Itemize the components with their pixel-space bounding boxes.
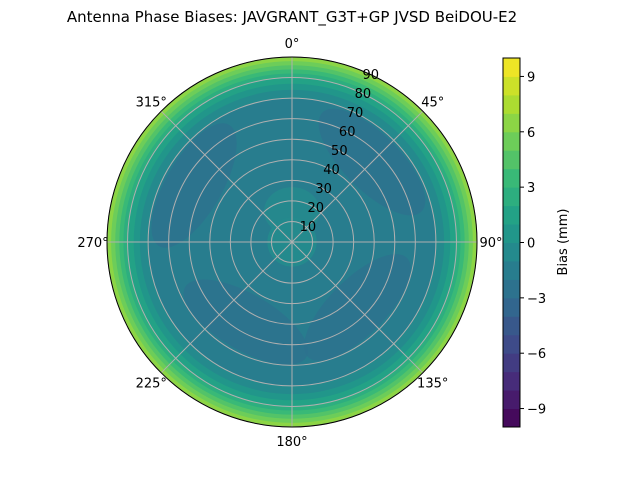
radial-tick-label: 40 (323, 163, 340, 178)
polar-frame (106, 56, 478, 428)
colorbar-tick-label: −9 (527, 403, 546, 418)
angle-tick-label: 315° (136, 95, 167, 110)
colorbar: 9 6 3 0 −3 −6 −9 Bias (mm) (502, 57, 571, 428)
colorbar-band (503, 316, 520, 336)
colorbar-tick-label: −6 (527, 347, 546, 362)
radial-tick-label: 20 (307, 201, 324, 216)
colorbar-band (503, 205, 520, 225)
colorbar-tick-label: 9 (527, 70, 535, 85)
colorbar-band (503, 94, 520, 114)
colorbar-tick-label: −3 (527, 292, 546, 307)
colorbar-band (503, 131, 520, 151)
angle-tick-label: 225° (136, 377, 167, 392)
radial-tick-label: 10 (300, 220, 317, 235)
angle-tick-label: 0° (285, 37, 300, 52)
colorbar-band (503, 260, 520, 280)
colorbar-band (503, 297, 520, 317)
angle-tick-label: 180° (276, 435, 307, 450)
colorbar-band (503, 168, 520, 188)
colorbar-band (503, 113, 520, 133)
angle-tick-label: 135° (417, 377, 448, 392)
radial-tick-label: 70 (347, 106, 364, 121)
radial-tick-label: 60 (339, 125, 356, 140)
colorbar-tick-label: 3 (527, 181, 535, 196)
colorbar-tick-label: 0 (527, 237, 535, 252)
contour-region (151, 123, 237, 248)
angle-tick-label: 45° (421, 95, 444, 110)
radial-tick-label: 50 (331, 144, 348, 159)
colorbar-label: Bias (mm) (556, 209, 571, 276)
colorbar-band (503, 58, 520, 77)
colorbar-band (503, 371, 520, 391)
colorbar-band (503, 187, 520, 207)
radial-tick-label: 30 (315, 182, 332, 197)
chart-title: Antenna Phase Biases: JAVGRANT_G3T+GP JV… (66, 8, 518, 26)
colorbar-band (503, 242, 520, 262)
colorbar-tick-label: 6 (527, 126, 535, 141)
colorbar-band (503, 353, 520, 373)
angle-tick-label: 270° (77, 236, 108, 251)
polar-grid (106, 56, 478, 428)
colorbar-band (503, 150, 520, 170)
angle-tick-label: 90° (479, 236, 502, 251)
colorbar-band (503, 408, 520, 428)
colorbar-band (503, 279, 520, 299)
colorbar-band (503, 390, 520, 410)
colorbar-band (503, 76, 520, 96)
angular-gridline (160, 110, 424, 374)
radial-tick-label: 80 (355, 87, 372, 102)
colorbar-band (503, 224, 520, 243)
colorbar-band (503, 334, 520, 354)
radial-tick-label: 90 (363, 68, 380, 83)
